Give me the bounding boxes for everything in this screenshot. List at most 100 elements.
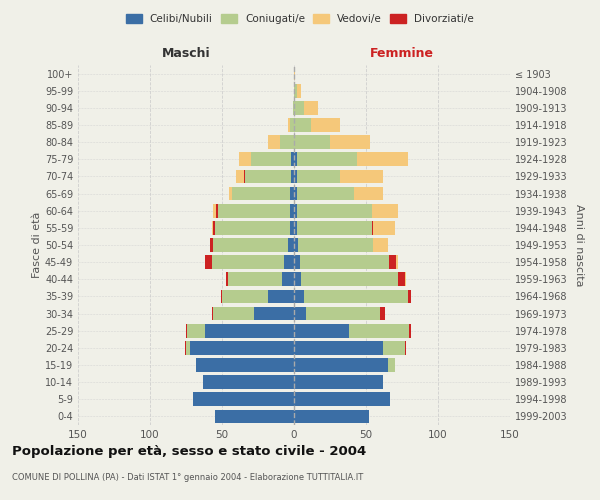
Bar [294,66,295,80]
Bar [294,101,304,114]
Bar [297,221,372,234]
Bar [215,221,290,234]
Bar [294,392,391,406]
Bar [294,272,301,286]
Bar [196,358,294,372]
Bar [294,324,349,338]
Bar [186,341,190,354]
Bar [228,272,283,286]
Bar [294,221,297,234]
Bar [294,136,330,149]
Bar [187,324,205,338]
Bar [358,152,408,166]
Bar [226,272,228,286]
Bar [229,186,232,200]
Bar [388,358,395,372]
Bar [203,376,294,389]
Bar [409,324,410,338]
Bar [297,204,372,218]
Bar [294,152,297,166]
Bar [294,290,304,304]
Bar [383,341,405,354]
Bar [297,152,358,166]
Text: Femmine: Femmine [370,47,434,60]
Bar [304,101,319,114]
Bar [301,272,398,286]
Bar [268,136,280,149]
Bar [372,221,373,234]
Text: COMUNE DI POLLINA (PA) - Dati ISTAT 1° gennaio 2004 - Elaborazione TUTTITALIA.IT: COMUNE DI POLLINA (PA) - Dati ISTAT 1° g… [12,472,363,482]
Bar [294,256,300,269]
Bar [290,204,294,218]
Bar [212,306,214,320]
Bar [294,306,305,320]
Bar [212,221,214,234]
Bar [372,204,398,218]
Bar [297,84,301,98]
Bar [294,410,369,424]
Bar [405,272,406,286]
Legend: Celibi/Nubili, Coniugati/e, Vedovi/e, Divorziati/e: Celibi/Nubili, Coniugati/e, Vedovi/e, Di… [122,10,478,29]
Bar [304,290,408,304]
Bar [373,221,395,234]
Bar [294,118,311,132]
Bar [186,324,187,338]
Bar [251,152,291,166]
Bar [245,170,291,183]
Bar [380,306,385,320]
Bar [193,392,294,406]
Bar [298,238,373,252]
Bar [291,170,294,183]
Bar [290,118,294,132]
Bar [236,170,244,183]
Bar [205,324,294,338]
Bar [216,204,218,218]
Bar [396,256,398,269]
Bar [190,341,294,354]
Y-axis label: Fasce di età: Fasce di età [32,212,42,278]
Bar [398,272,405,286]
Bar [294,204,297,218]
Bar [280,136,294,149]
Text: Popolazione per età, sesso e stato civile - 2004: Popolazione per età, sesso e stato civil… [12,445,366,458]
Bar [294,170,297,183]
Bar [218,204,290,218]
Bar [232,186,290,200]
Bar [214,306,254,320]
Bar [293,101,294,114]
Bar [244,170,245,183]
Bar [305,306,380,320]
Bar [408,290,410,304]
Bar [311,118,340,132]
Bar [214,221,215,234]
Bar [291,152,294,166]
Bar [215,410,294,424]
Bar [222,290,268,304]
Bar [214,204,216,218]
Bar [283,272,294,286]
Bar [294,186,297,200]
Bar [214,238,288,252]
Bar [330,136,370,149]
Bar [297,170,340,183]
Bar [205,256,212,269]
Bar [288,118,290,132]
Bar [294,84,297,98]
Bar [268,290,294,304]
Y-axis label: Anni di nascita: Anni di nascita [574,204,584,286]
Bar [294,376,383,389]
Bar [373,238,388,252]
Bar [284,256,294,269]
Bar [294,358,388,372]
Bar [340,170,383,183]
Bar [211,238,214,252]
Bar [405,341,406,354]
Bar [221,290,222,304]
Bar [290,221,294,234]
Bar [290,186,294,200]
Bar [185,341,186,354]
Bar [239,152,251,166]
Bar [297,186,355,200]
Bar [212,256,284,269]
Bar [254,306,294,320]
